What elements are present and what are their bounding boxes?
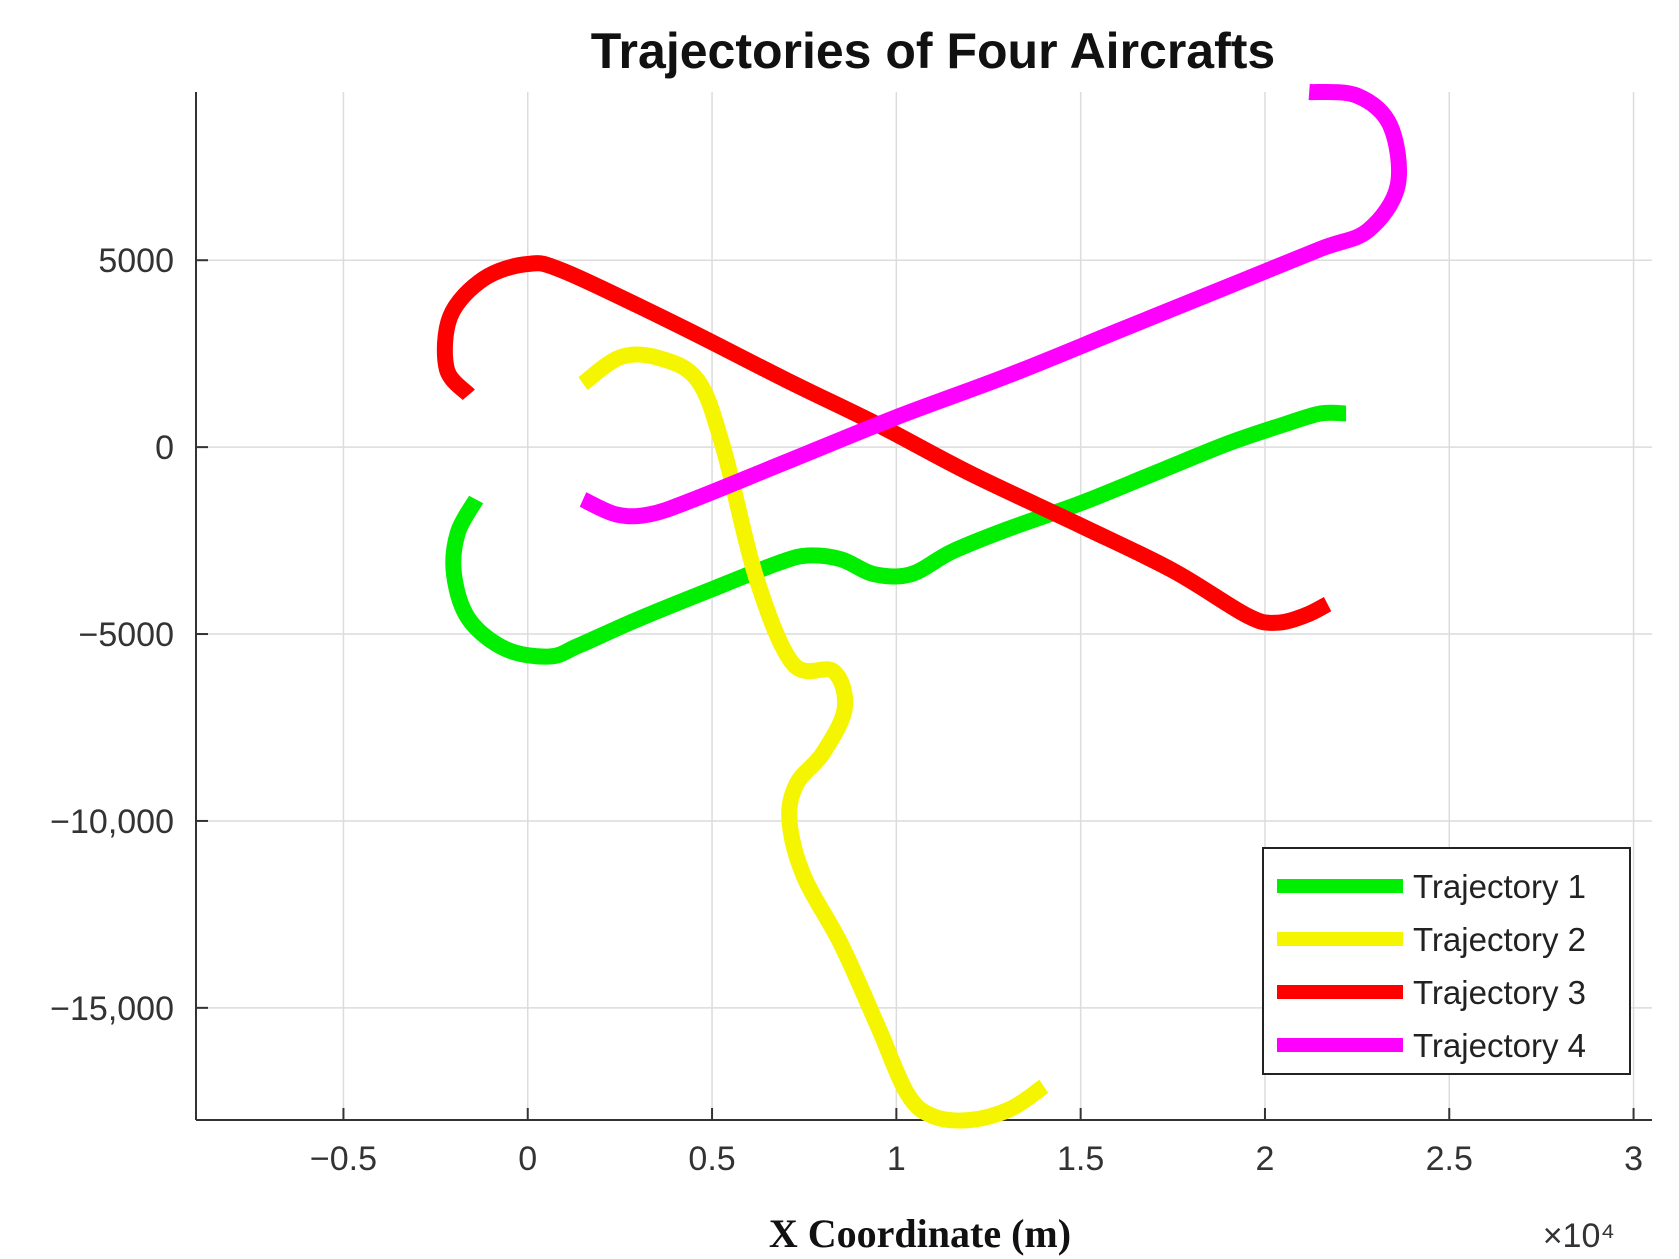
x-tick-label: −0.5 [310, 1140, 377, 1178]
chart-title: Trajectories of Four Aircrafts [591, 23, 1275, 79]
series-line-2 [578, 346, 1049, 1129]
plot-series [436, 83, 1407, 1129]
y-tick-label: −5000 [79, 616, 175, 654]
series-line-3 [436, 255, 1332, 631]
legend-label-2: Trajectory 2 [1413, 921, 1586, 958]
x-tick-label: 0.5 [688, 1140, 735, 1178]
y-tick-label: −10,000 [50, 803, 174, 841]
x-tick-label: 3 [1624, 1140, 1643, 1178]
series-line-1 [445, 404, 1347, 665]
x-tick-label: 2.5 [1426, 1140, 1473, 1178]
x-tick-label: 0 [518, 1140, 537, 1178]
x-tick-label: 2 [1256, 1140, 1275, 1178]
x-axis-exponent: ×10⁴ [1543, 1217, 1615, 1255]
x-tick-label: 1 [887, 1140, 906, 1178]
legend: Trajectory 1 Trajectory 2 Trajectory 3 Traj… [1262, 847, 1631, 1075]
y-tick-label: 0 [155, 429, 174, 467]
series-line-4 [579, 83, 1407, 525]
x-tick-label: 1.5 [1057, 1140, 1104, 1178]
legend-label-4: Trajectory 4 [1413, 1027, 1586, 1064]
tick-labels: −0.5 0 0.5 1 1.5 2 2.5 3 5000 0 −5000 −10,000 −15,00… [50, 242, 1643, 1178]
legend-label-3: Trajectory 3 [1413, 974, 1586, 1011]
legend-label-1: Trajectory 1 [1413, 868, 1586, 905]
y-tick-label: −15,000 [50, 990, 174, 1028]
y-tick-label: 5000 [98, 242, 174, 280]
x-axis-label: X Coordinate (m) [769, 1211, 1071, 1256]
